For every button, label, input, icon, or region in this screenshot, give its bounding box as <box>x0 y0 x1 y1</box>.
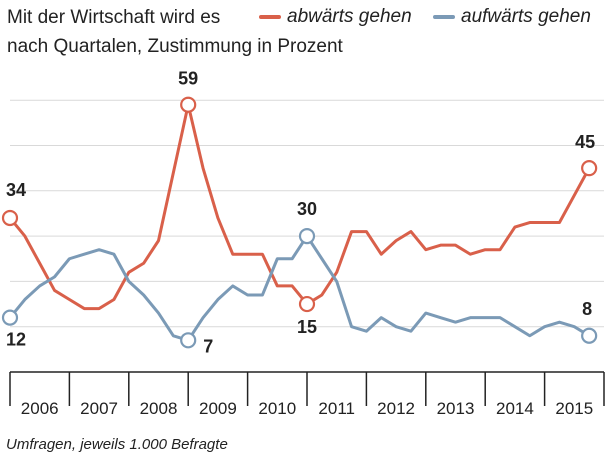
data-label: 12 <box>6 330 26 350</box>
data-label: 45 <box>575 132 595 152</box>
title-line-1: Mit der Wirtschaft wird es <box>7 7 221 28</box>
legend-item-up: aufwärts gehen <box>433 6 591 28</box>
x-tick-label: 2011 <box>318 399 355 418</box>
data-point-marker <box>1 209 19 227</box>
series-line-up <box>8 234 591 342</box>
x-tick-label: 2015 <box>555 399 593 418</box>
series-line-down <box>8 103 591 311</box>
chart-title: Mit der Wirtschaft wird es nach Quartale… <box>7 3 343 61</box>
data-point-marker <box>298 228 316 245</box>
data-point-marker <box>581 327 598 344</box>
legend-swatch-up <box>433 15 455 19</box>
x-tick-label: 2012 <box>377 399 415 418</box>
x-tick-label: 2013 <box>437 399 475 418</box>
x-tick-label: 2008 <box>140 399 178 418</box>
x-tick-label: 2010 <box>258 399 296 418</box>
data-point-marker <box>298 295 316 313</box>
data-label: 7 <box>203 336 213 356</box>
data-point-marker <box>1 309 19 326</box>
legend-swatch-down <box>259 15 281 19</box>
x-tick-label: 2006 <box>21 399 59 418</box>
x-tick-label: 2009 <box>199 399 237 418</box>
legend-label-up: aufwärts gehen <box>461 6 591 27</box>
data-label: 15 <box>297 317 317 337</box>
legend-label-down: abwärts gehen <box>287 6 412 27</box>
data-label: 30 <box>297 199 317 219</box>
data-label: 59 <box>178 69 198 89</box>
data-label: 8 <box>582 299 592 319</box>
data-point-marker <box>180 332 197 349</box>
source-note: Umfragen, jeweils 1.000 Befragte <box>6 436 228 453</box>
x-tick-label: 2014 <box>496 399 534 418</box>
data-point-marker <box>180 96 197 113</box>
legend-item-down: abwärts gehen <box>259 6 412 28</box>
x-tick-label: 2007 <box>80 399 118 418</box>
data-point-marker <box>581 160 598 177</box>
data-label: 34 <box>6 180 26 200</box>
title-line-2: nach Quartalen, Zustimmung in Prozent <box>7 36 343 57</box>
